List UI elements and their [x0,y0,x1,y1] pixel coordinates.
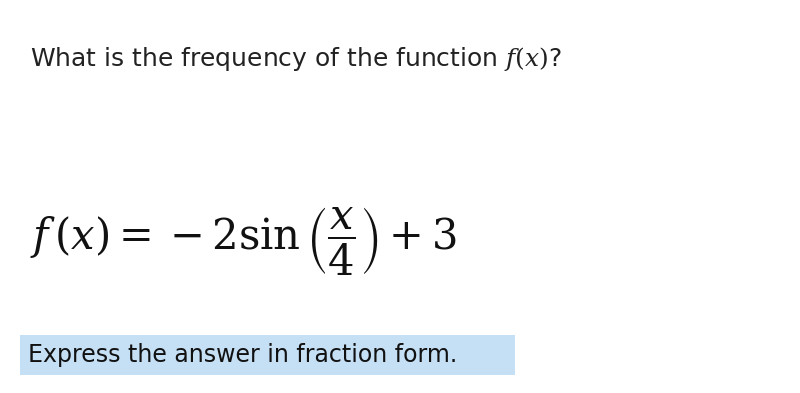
Text: $f\,(x) = -2\sin\left(\dfrac{x}{4}\right) + 3$: $f\,(x) = -2\sin\left(\dfrac{x}{4}\right… [30,205,457,277]
Text: What is the frequency of the function $\mathit{f}(x)$?: What is the frequency of the function $\… [30,45,562,73]
Text: Express the answer in fraction form.: Express the answer in fraction form. [28,343,458,367]
FancyBboxPatch shape [20,335,515,375]
